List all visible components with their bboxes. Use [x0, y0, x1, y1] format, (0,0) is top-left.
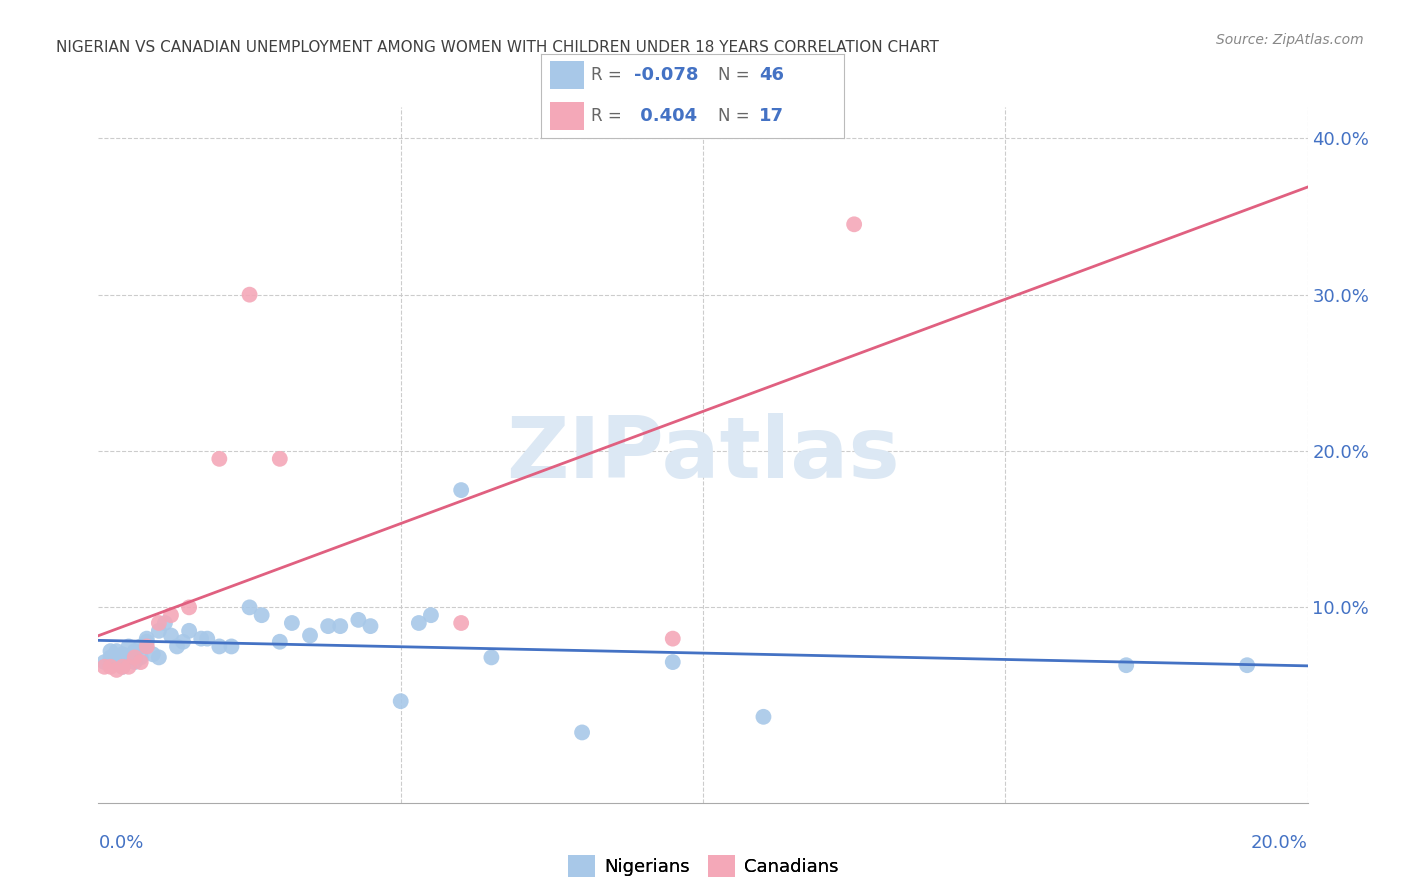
- Text: R =: R =: [591, 66, 627, 84]
- Point: [250, 608, 273, 623]
- Text: 20.0%: 20.0%: [1251, 834, 1308, 852]
- Text: N =: N =: [718, 107, 755, 125]
- Point: [135, 632, 157, 646]
- FancyBboxPatch shape: [550, 62, 583, 89]
- Point: [160, 628, 183, 642]
- Point: [153, 615, 176, 630]
- Point: [160, 608, 183, 623]
- Point: [239, 287, 262, 301]
- Point: [93, 660, 115, 674]
- Point: [166, 640, 188, 654]
- Point: [1236, 658, 1258, 673]
- Text: Source: ZipAtlas.com: Source: ZipAtlas.com: [1216, 33, 1364, 47]
- Point: [124, 655, 146, 669]
- Point: [179, 624, 201, 638]
- Point: [118, 660, 141, 674]
- Text: NIGERIAN VS CANADIAN UNEMPLOYMENT AMONG WOMEN WITH CHILDREN UNDER 18 YEARS CORRE: NIGERIAN VS CANADIAN UNEMPLOYMENT AMONG …: [56, 40, 939, 55]
- Point: [844, 217, 866, 231]
- Point: [360, 619, 382, 633]
- Point: [347, 613, 370, 627]
- Text: -0.078: -0.078: [634, 66, 697, 84]
- Point: [662, 655, 685, 669]
- Point: [124, 644, 146, 658]
- Point: [281, 615, 304, 630]
- Point: [111, 647, 134, 661]
- Point: [135, 634, 157, 648]
- Point: [239, 600, 262, 615]
- Text: 0.0%: 0.0%: [98, 834, 143, 852]
- Point: [450, 615, 472, 630]
- Legend: Nigerians, Canadians: Nigerians, Canadians: [561, 847, 845, 884]
- Point: [148, 615, 170, 630]
- Point: [118, 640, 141, 654]
- FancyBboxPatch shape: [550, 102, 583, 130]
- Point: [662, 632, 685, 646]
- Point: [450, 483, 472, 497]
- Point: [208, 451, 231, 466]
- Text: 17: 17: [759, 107, 785, 125]
- Point: [299, 628, 322, 642]
- Point: [142, 647, 165, 661]
- Point: [148, 624, 170, 638]
- Point: [408, 615, 430, 630]
- Point: [100, 650, 122, 665]
- Point: [329, 619, 352, 633]
- Point: [105, 655, 128, 669]
- Point: [100, 644, 122, 658]
- Point: [93, 655, 115, 669]
- Text: N =: N =: [718, 66, 755, 84]
- Point: [111, 660, 134, 674]
- Point: [481, 650, 503, 665]
- Point: [118, 650, 141, 665]
- Point: [269, 451, 291, 466]
- Point: [190, 632, 212, 646]
- Point: [208, 640, 231, 654]
- Point: [148, 650, 170, 665]
- Point: [420, 608, 443, 623]
- Text: ZIPatlas: ZIPatlas: [506, 413, 900, 497]
- Point: [105, 644, 128, 658]
- Point: [135, 640, 157, 654]
- Point: [1115, 658, 1137, 673]
- Point: [221, 640, 243, 654]
- Text: 46: 46: [759, 66, 785, 84]
- Point: [571, 725, 593, 739]
- Point: [124, 650, 146, 665]
- Point: [172, 634, 194, 648]
- Text: R =: R =: [591, 107, 627, 125]
- Point: [129, 655, 152, 669]
- Point: [129, 650, 152, 665]
- Point: [129, 640, 152, 654]
- Point: [316, 619, 339, 633]
- Point: [105, 663, 128, 677]
- Point: [389, 694, 412, 708]
- Point: [111, 660, 134, 674]
- Text: 0.404: 0.404: [634, 107, 696, 125]
- Point: [195, 632, 218, 646]
- Point: [100, 660, 122, 674]
- Point: [752, 710, 775, 724]
- Point: [179, 600, 201, 615]
- Point: [269, 634, 291, 648]
